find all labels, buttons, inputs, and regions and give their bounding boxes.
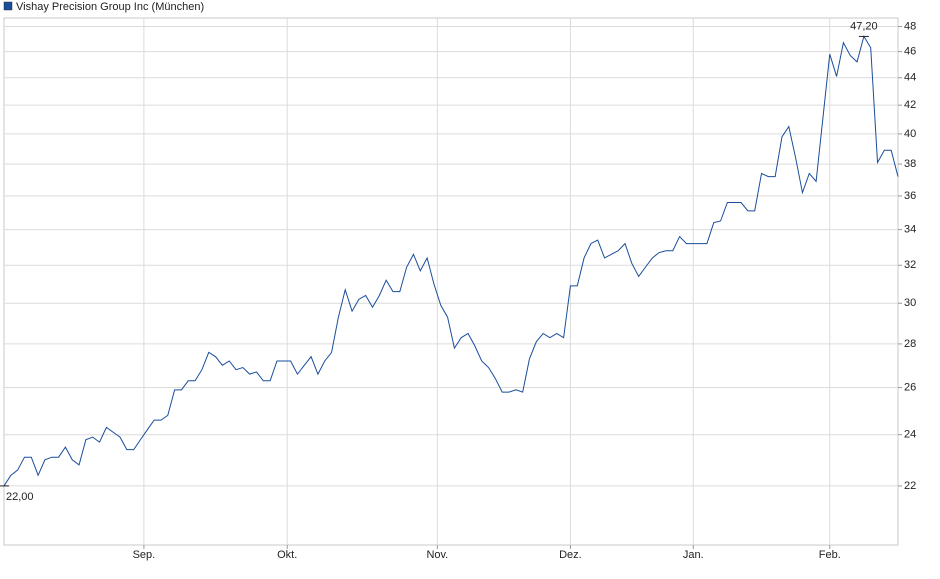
- y-tick-label: 42: [904, 99, 916, 111]
- x-tick-label: Okt.: [277, 549, 297, 561]
- value-label: 22,00: [6, 491, 34, 503]
- y-tick-label: 46: [904, 45, 916, 57]
- y-tick-label: 22: [904, 480, 916, 492]
- plot-frame: [3, 17, 899, 546]
- y-tick-label: 40: [904, 128, 916, 140]
- y-tick-label: 32: [904, 259, 916, 271]
- price-line: [3, 35, 899, 487]
- x-tick-label: Jan.: [683, 549, 704, 561]
- y-tick-label: 24: [904, 429, 916, 441]
- value-label: 47,20: [850, 20, 878, 32]
- x-tick-label: Nov.: [426, 549, 448, 561]
- y-tick-label: 28: [904, 338, 916, 350]
- legend-label: Vishay Precision Group Inc (München): [16, 1, 204, 13]
- x-tick-label: Dez.: [559, 549, 582, 561]
- y-tick-label: 48: [904, 20, 916, 32]
- y-tick-label: 44: [904, 72, 916, 84]
- y-tick-label: 34: [904, 223, 916, 235]
- legend-swatch: [3, 1, 13, 11]
- x-tick-label: Feb.: [819, 549, 841, 561]
- y-tick-label: 36: [904, 190, 916, 202]
- x-tick-label: Sep.: [133, 549, 156, 561]
- y-tick-label: 26: [904, 381, 916, 393]
- y-tick-label: 30: [904, 297, 916, 309]
- y-tick-label: 38: [904, 158, 916, 170]
